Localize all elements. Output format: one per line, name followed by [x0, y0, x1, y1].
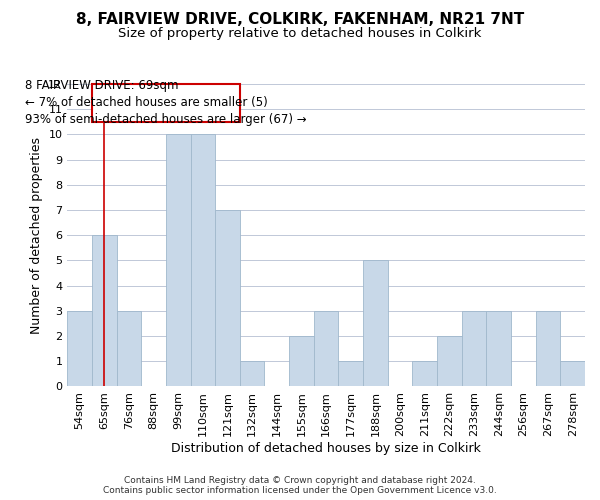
Text: Contains HM Land Registry data © Crown copyright and database right 2024.
Contai: Contains HM Land Registry data © Crown c… — [103, 476, 497, 495]
Bar — [363, 260, 388, 386]
Bar — [560, 362, 585, 386]
X-axis label: Distribution of detached houses by size in Colkirk: Distribution of detached houses by size … — [171, 442, 481, 455]
Text: 8, FAIRVIEW DRIVE, COLKIRK, FAKENHAM, NR21 7NT: 8, FAIRVIEW DRIVE, COLKIRK, FAKENHAM, NR… — [76, 12, 524, 28]
Bar — [338, 362, 363, 386]
Bar — [215, 210, 240, 386]
Bar — [116, 311, 141, 386]
Text: 8 FAIRVIEW DRIVE: 69sqm
← 7% of detached houses are smaller (5)
93% of semi-deta: 8 FAIRVIEW DRIVE: 69sqm ← 7% of detached… — [25, 80, 307, 126]
Bar — [437, 336, 462, 386]
Bar — [314, 311, 338, 386]
Text: Size of property relative to detached houses in Colkirk: Size of property relative to detached ho… — [118, 28, 482, 40]
Bar — [166, 134, 191, 386]
Bar — [289, 336, 314, 386]
Bar — [240, 362, 265, 386]
Bar — [191, 134, 215, 386]
Bar — [67, 311, 92, 386]
Bar — [92, 235, 116, 386]
Y-axis label: Number of detached properties: Number of detached properties — [29, 136, 43, 334]
Bar — [412, 362, 437, 386]
Bar — [536, 311, 560, 386]
Bar — [487, 311, 511, 386]
Bar — [462, 311, 487, 386]
FancyBboxPatch shape — [92, 84, 240, 122]
